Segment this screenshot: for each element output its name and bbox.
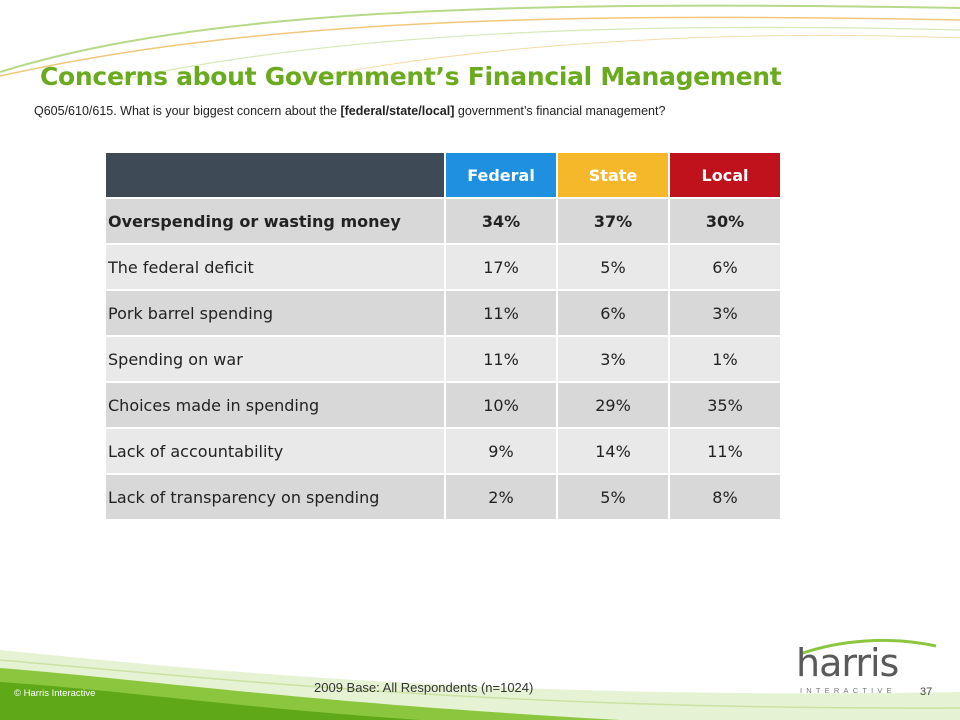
row-label: Pork barrel spending <box>106 291 444 335</box>
row-label: Spending on war <box>106 337 444 381</box>
copyright-text: © Harris Interactive <box>14 688 96 699</box>
base-note: 2009 Base: All Respondents (n=1024) <box>314 680 534 695</box>
cell-state: 3% <box>558 337 668 381</box>
table-row: Overspending or wasting money 34% 37% 30… <box>106 199 780 243</box>
cell-state: 14% <box>558 429 668 473</box>
cell-local: 6% <box>670 245 780 289</box>
concerns-table: Federal State Local Overspending or wast… <box>104 151 782 521</box>
row-label: Lack of transparency on spending <box>106 475 444 519</box>
cell-state: 6% <box>558 291 668 335</box>
header-corner <box>106 153 444 197</box>
cell-local: 30% <box>670 199 780 243</box>
row-label: Choices made in spending <box>106 383 444 427</box>
harris-interactive-logo: harris INTERACTIVE <box>790 636 940 700</box>
table-header-row: Federal State Local <box>106 153 780 197</box>
table-row: Choices made in spending 10% 29% 35% <box>106 383 780 427</box>
bottom-decorative-band <box>0 650 960 720</box>
question-text: Q605/610/615. What is your biggest conce… <box>34 104 665 118</box>
table-row: Lack of transparency on spending 2% 5% 8… <box>106 475 780 519</box>
table-row: Spending on war 11% 3% 1% <box>106 337 780 381</box>
question-suffix: government’s financial management? <box>454 104 666 118</box>
question-bold: [federal/state/local] <box>340 104 455 118</box>
cell-state: 29% <box>558 383 668 427</box>
cell-federal: 11% <box>446 337 556 381</box>
table-row: The federal deficit 17% 5% 6% <box>106 245 780 289</box>
question-prefix: Q605/610/615. What is your biggest conce… <box>34 104 341 118</box>
cell-state: 37% <box>558 199 668 243</box>
cell-local: 1% <box>670 337 780 381</box>
logo-swoosh-icon <box>799 639 937 656</box>
cell-federal: 10% <box>446 383 556 427</box>
cell-local: 35% <box>670 383 780 427</box>
header-local: Local <box>670 153 780 197</box>
cell-federal: 2% <box>446 475 556 519</box>
cell-local: 3% <box>670 291 780 335</box>
row-label: Overspending or wasting money <box>106 199 444 243</box>
row-label: The federal deficit <box>106 245 444 289</box>
cell-federal: 9% <box>446 429 556 473</box>
page-number: 37 <box>920 686 933 698</box>
cell-federal: 17% <box>446 245 556 289</box>
cell-federal: 34% <box>446 199 556 243</box>
header-federal: Federal <box>446 153 556 197</box>
cell-state: 5% <box>558 475 668 519</box>
top-decorative-swoosh <box>0 4 960 80</box>
header-state: State <box>558 153 668 197</box>
logo-subtitle: INTERACTIVE <box>800 686 896 695</box>
table-row: Lack of accountability 9% 14% 11% <box>106 429 780 473</box>
cell-federal: 11% <box>446 291 556 335</box>
cell-local: 11% <box>670 429 780 473</box>
cell-local: 8% <box>670 475 780 519</box>
slide-title: Concerns about Government’s Financial Ma… <box>40 62 782 91</box>
logo-wordmark: harris <box>796 641 899 685</box>
row-label: Lack of accountability <box>106 429 444 473</box>
table-row: Pork barrel spending 11% 6% 3% <box>106 291 780 335</box>
cell-state: 5% <box>558 245 668 289</box>
